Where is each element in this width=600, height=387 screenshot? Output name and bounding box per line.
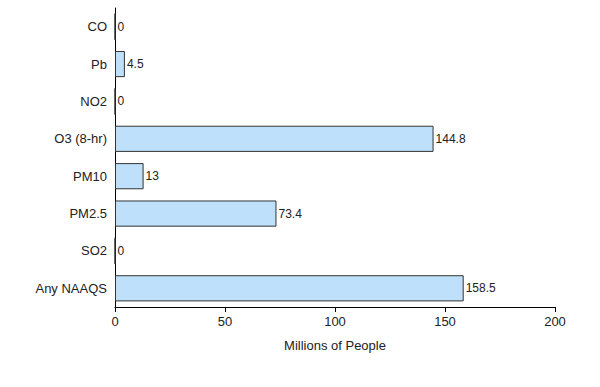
- svg-text:NO2: NO2: [80, 94, 107, 109]
- svg-text:50: 50: [218, 314, 232, 329]
- svg-text:Any NAAQS: Any NAAQS: [35, 281, 107, 296]
- svg-text:13: 13: [146, 169, 160, 183]
- svg-text:PM2.5: PM2.5: [69, 206, 107, 221]
- svg-text:Millions of People: Millions of People: [284, 338, 386, 353]
- svg-text:0: 0: [111, 314, 118, 329]
- svg-text:0: 0: [118, 244, 125, 258]
- svg-text:158.5: 158.5: [466, 281, 496, 295]
- svg-text:144.8: 144.8: [436, 132, 466, 146]
- svg-text:0: 0: [118, 20, 125, 34]
- svg-text:PM10: PM10: [73, 169, 107, 184]
- svg-text:150: 150: [434, 314, 456, 329]
- svg-text:0: 0: [118, 94, 125, 108]
- svg-text:Pb: Pb: [91, 57, 107, 72]
- svg-text:SO2: SO2: [81, 243, 107, 258]
- svg-text:4.5: 4.5: [127, 57, 144, 71]
- svg-text:CO: CO: [88, 19, 108, 34]
- svg-text:200: 200: [544, 314, 566, 329]
- svg-text:73.4: 73.4: [278, 207, 302, 221]
- svg-text:100: 100: [324, 314, 346, 329]
- svg-text:O3 (8-hr): O3 (8-hr): [54, 131, 107, 146]
